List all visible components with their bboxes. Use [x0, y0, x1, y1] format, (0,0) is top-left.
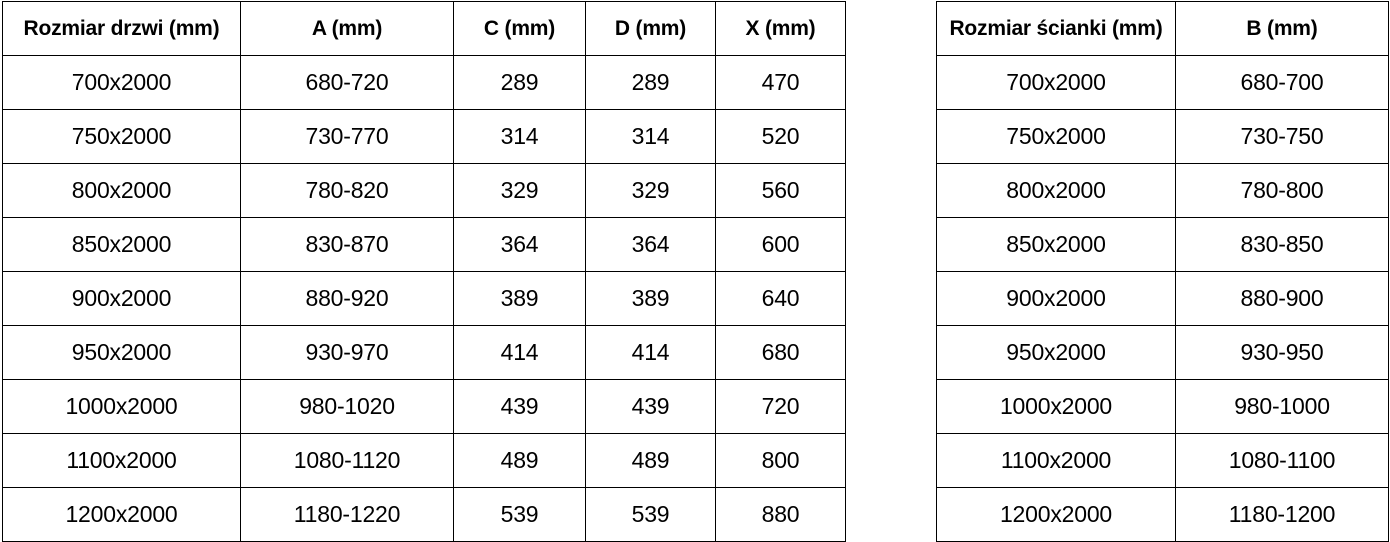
cell-a: 880-920	[240, 271, 454, 326]
cell-wall-size: 700x2000	[936, 55, 1176, 110]
cell-wall-size: 750x2000	[936, 109, 1176, 164]
cell-door-size: 1000x2000	[2, 379, 241, 434]
cell-a: 830-870	[240, 217, 454, 272]
cell-wall-size: 900x2000	[936, 271, 1176, 326]
table-row: 900x2000 880-920 389 389 640	[2, 271, 846, 326]
table-row: 900x2000 880-900	[936, 271, 1389, 326]
cell-d: 539	[585, 487, 716, 542]
cell-d: 289	[585, 55, 716, 110]
cell-d: 389	[585, 271, 716, 326]
table-row: 850x2000 830-850	[936, 217, 1389, 272]
table-row: 950x2000 930-970 414 414 680	[2, 325, 846, 380]
cell-door-size: 800x2000	[2, 163, 241, 218]
cell-c: 439	[453, 379, 586, 434]
table-row: 800x2000 780-800	[936, 163, 1389, 218]
cell-c: 314	[453, 109, 586, 164]
cell-door-size: 750x2000	[2, 109, 241, 164]
cell-c: 414	[453, 325, 586, 380]
cell-b: 680-700	[1175, 55, 1389, 110]
cell-x: 880	[715, 487, 846, 542]
cell-door-size: 900x2000	[2, 271, 241, 326]
door-dimensions-table: Rozmiar drzwi (mm) A (mm) C (mm) D (mm) …	[2, 1, 846, 542]
table-row: 800x2000 780-820 329 329 560	[2, 163, 846, 218]
table-row: 1200x2000 1180-1220 539 539 880	[2, 487, 846, 542]
wall-table-body: 700x2000 680-700 750x2000 730-750 800x20…	[936, 55, 1389, 542]
wall-panel-dimensions-table: Rozmiar ścianki (mm) B (mm) 700x2000 680…	[936, 1, 1389, 542]
cell-c: 289	[453, 55, 586, 110]
table-row: 1000x2000 980-1000	[936, 379, 1389, 434]
cell-b: 1180-1200	[1175, 487, 1389, 542]
column-header-c: C (mm)	[453, 1, 586, 56]
cell-door-size: 700x2000	[2, 55, 241, 110]
cell-door-size: 950x2000	[2, 325, 241, 380]
cell-a: 680-720	[240, 55, 454, 110]
cell-door-size: 1100x2000	[2, 433, 241, 488]
table-row: 1100x2000 1080-1100	[936, 433, 1389, 488]
cell-door-size: 850x2000	[2, 217, 241, 272]
column-header-door-size: Rozmiar drzwi (mm)	[2, 1, 241, 56]
cell-d: 414	[585, 325, 716, 380]
cell-x: 640	[715, 271, 846, 326]
table-row: 700x2000 680-700	[936, 55, 1389, 110]
table-row: 950x2000 930-950	[936, 325, 1389, 380]
cell-x: 800	[715, 433, 846, 488]
cell-wall-size: 1200x2000	[936, 487, 1176, 542]
table-header-row: Rozmiar drzwi (mm) A (mm) C (mm) D (mm) …	[2, 1, 846, 56]
column-header-d: D (mm)	[585, 1, 716, 56]
cell-d: 439	[585, 379, 716, 434]
cell-b: 830-850	[1175, 217, 1389, 272]
cell-b: 730-750	[1175, 109, 1389, 164]
table-row: 850x2000 830-870 364 364 600	[2, 217, 846, 272]
table-row: 1000x2000 980-1020 439 439 720	[2, 379, 846, 434]
cell-c: 364	[453, 217, 586, 272]
column-header-wall-size: Rozmiar ścianki (mm)	[936, 1, 1176, 56]
wall-table-head: Rozmiar ścianki (mm) B (mm)	[936, 1, 1389, 56]
table-row: 1200x2000 1180-1200	[936, 487, 1389, 542]
cell-a: 930-970	[240, 325, 454, 380]
cell-a: 1080-1120	[240, 433, 454, 488]
column-header-b: B (mm)	[1175, 1, 1389, 56]
cell-x: 680	[715, 325, 846, 380]
table-row: 700x2000 680-720 289 289 470	[2, 55, 846, 110]
cell-x: 470	[715, 55, 846, 110]
cell-c: 539	[453, 487, 586, 542]
cell-b: 980-1000	[1175, 379, 1389, 434]
cell-b: 930-950	[1175, 325, 1389, 380]
cell-x: 520	[715, 109, 846, 164]
cell-d: 489	[585, 433, 716, 488]
cell-a: 780-820	[240, 163, 454, 218]
cell-d: 364	[585, 217, 716, 272]
cell-x: 560	[715, 163, 846, 218]
cell-wall-size: 850x2000	[936, 217, 1176, 272]
column-header-a: A (mm)	[240, 1, 454, 56]
cell-a: 1180-1220	[240, 487, 454, 542]
cell-door-size: 1200x2000	[2, 487, 241, 542]
cell-a: 730-770	[240, 109, 454, 164]
cell-x: 720	[715, 379, 846, 434]
door-table-head: Rozmiar drzwi (mm) A (mm) C (mm) D (mm) …	[2, 1, 846, 56]
table-row: 750x2000 730-770 314 314 520	[2, 109, 846, 164]
cell-c: 489	[453, 433, 586, 488]
cell-b: 780-800	[1175, 163, 1389, 218]
cell-d: 314	[585, 109, 716, 164]
cell-c: 329	[453, 163, 586, 218]
cell-a: 980-1020	[240, 379, 454, 434]
table-row: 750x2000 730-750	[936, 109, 1389, 164]
cell-wall-size: 1000x2000	[936, 379, 1176, 434]
cell-b: 880-900	[1175, 271, 1389, 326]
table-row: 1100x2000 1080-1120 489 489 800	[2, 433, 846, 488]
cell-b: 1080-1100	[1175, 433, 1389, 488]
cell-wall-size: 1100x2000	[936, 433, 1176, 488]
column-header-x: X (mm)	[715, 1, 846, 56]
table-header-row: Rozmiar ścianki (mm) B (mm)	[936, 1, 1389, 56]
door-table-body: 700x2000 680-720 289 289 470 750x2000 73…	[2, 55, 846, 542]
cell-c: 389	[453, 271, 586, 326]
cell-x: 600	[715, 217, 846, 272]
cell-d: 329	[585, 163, 716, 218]
cell-wall-size: 950x2000	[936, 325, 1176, 380]
cell-wall-size: 800x2000	[936, 163, 1176, 218]
